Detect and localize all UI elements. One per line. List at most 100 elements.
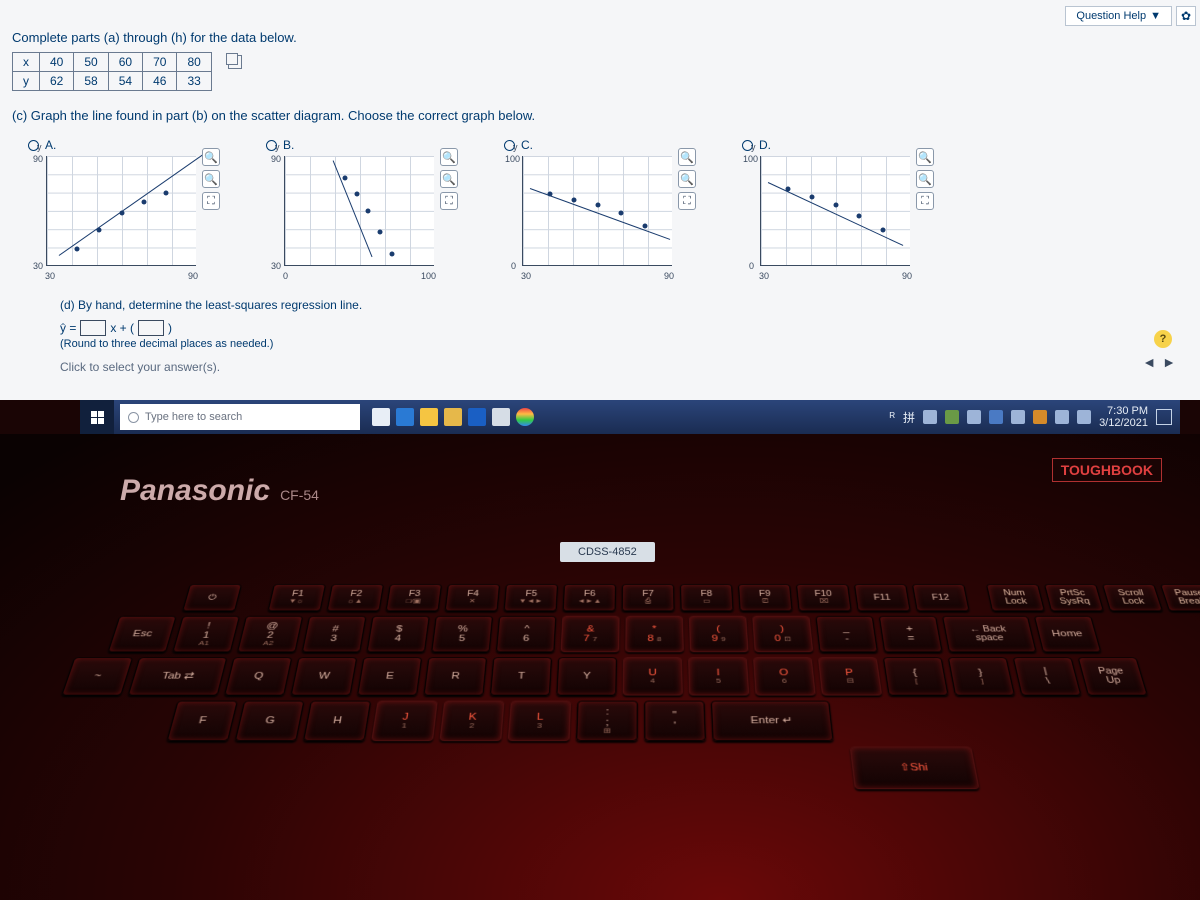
key-tab[interactable]: Tab ⇄ bbox=[128, 657, 228, 695]
key-F4[interactable]: F4✕ bbox=[445, 584, 500, 611]
network-icon[interactable] bbox=[1055, 410, 1069, 424]
key-F8[interactable]: F8▭ bbox=[680, 584, 734, 611]
key-backslash[interactable]: |\ bbox=[1013, 657, 1082, 695]
action-center-icon[interactable] bbox=[1156, 409, 1172, 425]
expand-icon[interactable]: ⛶ bbox=[916, 192, 934, 210]
settings-button[interactable]: ✿ bbox=[1176, 6, 1196, 26]
volume-icon[interactable] bbox=[1077, 410, 1091, 424]
key-1[interactable]: !1A1 bbox=[172, 616, 240, 652]
expand-icon[interactable]: ⛶ bbox=[202, 192, 220, 210]
tray-icon[interactable] bbox=[945, 410, 959, 424]
key-P[interactable]: P⊟ bbox=[818, 657, 882, 695]
key-quote[interactable]: "' bbox=[644, 701, 706, 741]
key-H[interactable]: H bbox=[303, 701, 371, 741]
taskbar-search[interactable]: Type here to search bbox=[120, 404, 360, 430]
start-button[interactable] bbox=[80, 400, 114, 434]
zoom-out-icon[interactable]: 🔍 bbox=[440, 170, 458, 188]
key-T[interactable]: T bbox=[490, 657, 552, 695]
key-bracket-r[interactable]: }] bbox=[948, 657, 1015, 695]
key-K[interactable]: K2 bbox=[440, 701, 505, 741]
expand-icon[interactable]: ⛶ bbox=[440, 192, 458, 210]
zoom-in-icon[interactable]: 🔍 bbox=[440, 148, 458, 166]
key-E[interactable]: E bbox=[357, 657, 422, 695]
zoom-in-icon[interactable]: 🔍 bbox=[678, 148, 696, 166]
key-shift[interactable]: ⇧Shi bbox=[850, 747, 980, 790]
key-0[interactable]: )0 ⊡ bbox=[752, 616, 813, 652]
key-F9[interactable]: F9⎚ bbox=[738, 584, 793, 611]
key-bracket-l[interactable]: {[ bbox=[883, 657, 949, 695]
key-F11[interactable]: F11 bbox=[854, 584, 911, 611]
mail-icon[interactable] bbox=[468, 408, 486, 426]
expand-icon[interactable]: ⛶ bbox=[678, 192, 696, 210]
key-home[interactable]: Home bbox=[1034, 616, 1101, 652]
key-F7[interactable]: F7⎙ bbox=[622, 584, 675, 611]
zoom-out-icon[interactable]: 🔍 bbox=[202, 170, 220, 188]
intercept-input[interactable] bbox=[138, 320, 164, 336]
power-key[interactable]: ⏻ bbox=[182, 584, 242, 611]
key-4[interactable]: $4 bbox=[366, 616, 429, 652]
key-F2[interactable]: F2☼▲ bbox=[327, 584, 384, 611]
tray-icon[interactable] bbox=[1033, 410, 1047, 424]
onedrive-icon[interactable] bbox=[1011, 410, 1025, 424]
key-I[interactable]: I5 bbox=[688, 657, 749, 695]
question-help-button[interactable]: Question Help ▼ bbox=[1065, 6, 1172, 26]
key-F10[interactable]: F10⌧ bbox=[796, 584, 852, 611]
zoom-out-icon[interactable]: 🔍 bbox=[678, 170, 696, 188]
tray-icon[interactable] bbox=[989, 410, 1003, 424]
key-6[interactable]: ^6 bbox=[496, 616, 556, 652]
key-pause[interactable]: Pause Break bbox=[1160, 584, 1200, 611]
zoom-in-icon[interactable]: 🔍 bbox=[916, 148, 934, 166]
folder-icon[interactable] bbox=[444, 408, 462, 426]
key-backspace[interactable]: ← Back space bbox=[942, 616, 1037, 652]
key-9[interactable]: (9 9 bbox=[689, 616, 749, 652]
key-minus[interactable]: _- bbox=[816, 616, 878, 652]
zoom-out-icon[interactable]: 🔍 bbox=[916, 170, 934, 188]
key-R[interactable]: R bbox=[423, 657, 487, 695]
key-8[interactable]: *8 8 bbox=[625, 616, 683, 652]
key-U[interactable]: U4 bbox=[623, 657, 683, 695]
key-scrolllock[interactable]: Scroll Lock bbox=[1102, 584, 1163, 611]
key-pageup[interactable]: Page Up bbox=[1078, 657, 1148, 695]
key-esc[interactable]: Esc bbox=[108, 616, 177, 652]
zoom-in-icon[interactable]: 🔍 bbox=[202, 148, 220, 166]
key-L[interactable]: L3 bbox=[508, 701, 571, 741]
next-question[interactable]: ► bbox=[1162, 354, 1176, 370]
key-J[interactable]: J1 bbox=[371, 701, 438, 741]
key-enter[interactable]: Enter ↵ bbox=[711, 701, 834, 741]
key-O[interactable]: O6 bbox=[753, 657, 816, 695]
taskview-icon[interactable] bbox=[372, 408, 390, 426]
prev-question[interactable]: ◄ bbox=[1142, 354, 1156, 370]
key-F5[interactable]: F5▼◄► bbox=[504, 584, 558, 611]
tray-chevron-icon[interactable]: ᴿ bbox=[890, 410, 895, 424]
tray-icon[interactable] bbox=[923, 410, 937, 424]
table-row: y 62 58 54 46 33 bbox=[13, 72, 253, 91]
key-F3[interactable]: F3□/▣ bbox=[386, 584, 442, 611]
key-Y[interactable]: Y bbox=[556, 657, 617, 695]
key-numlock[interactable]: Num Lock bbox=[986, 584, 1045, 611]
key-2[interactable]: @2A2 bbox=[237, 616, 303, 652]
key-equals[interactable]: += bbox=[879, 616, 943, 652]
key-7[interactable]: &7 7 bbox=[561, 616, 620, 652]
file-explorer-icon[interactable] bbox=[420, 408, 438, 426]
app-icon[interactable] bbox=[492, 408, 510, 426]
tray-icon[interactable] bbox=[967, 410, 981, 424]
key-3[interactable]: #3 bbox=[302, 616, 367, 652]
copy-table-icon[interactable] bbox=[228, 55, 242, 69]
tray-input-icon[interactable]: 拼 bbox=[903, 409, 915, 426]
key-semicolon[interactable]: :;⊞ bbox=[576, 701, 638, 741]
chrome-icon[interactable] bbox=[516, 408, 534, 426]
key-F1[interactable]: F1▼☼ bbox=[268, 584, 326, 611]
key-tilde[interactable]: ~ bbox=[61, 657, 133, 695]
key-5[interactable]: %5 bbox=[431, 616, 493, 652]
edge-icon[interactable] bbox=[396, 408, 414, 426]
key-W[interactable]: W bbox=[291, 657, 358, 695]
taskbar-clock[interactable]: 7:30 PM 3/12/2021 bbox=[1099, 405, 1148, 429]
key-F6[interactable]: F6◄►▲ bbox=[563, 584, 616, 611]
key-Q[interactable]: Q bbox=[224, 657, 292, 695]
slope-input[interactable] bbox=[80, 320, 106, 336]
key-G[interactable]: G bbox=[235, 701, 305, 741]
hint-badge[interactable]: ? bbox=[1154, 330, 1172, 348]
key-F[interactable]: F bbox=[166, 701, 237, 741]
key-prtsc[interactable]: PrtSc SysRq bbox=[1044, 584, 1104, 611]
key-F12[interactable]: F12 bbox=[912, 584, 970, 611]
